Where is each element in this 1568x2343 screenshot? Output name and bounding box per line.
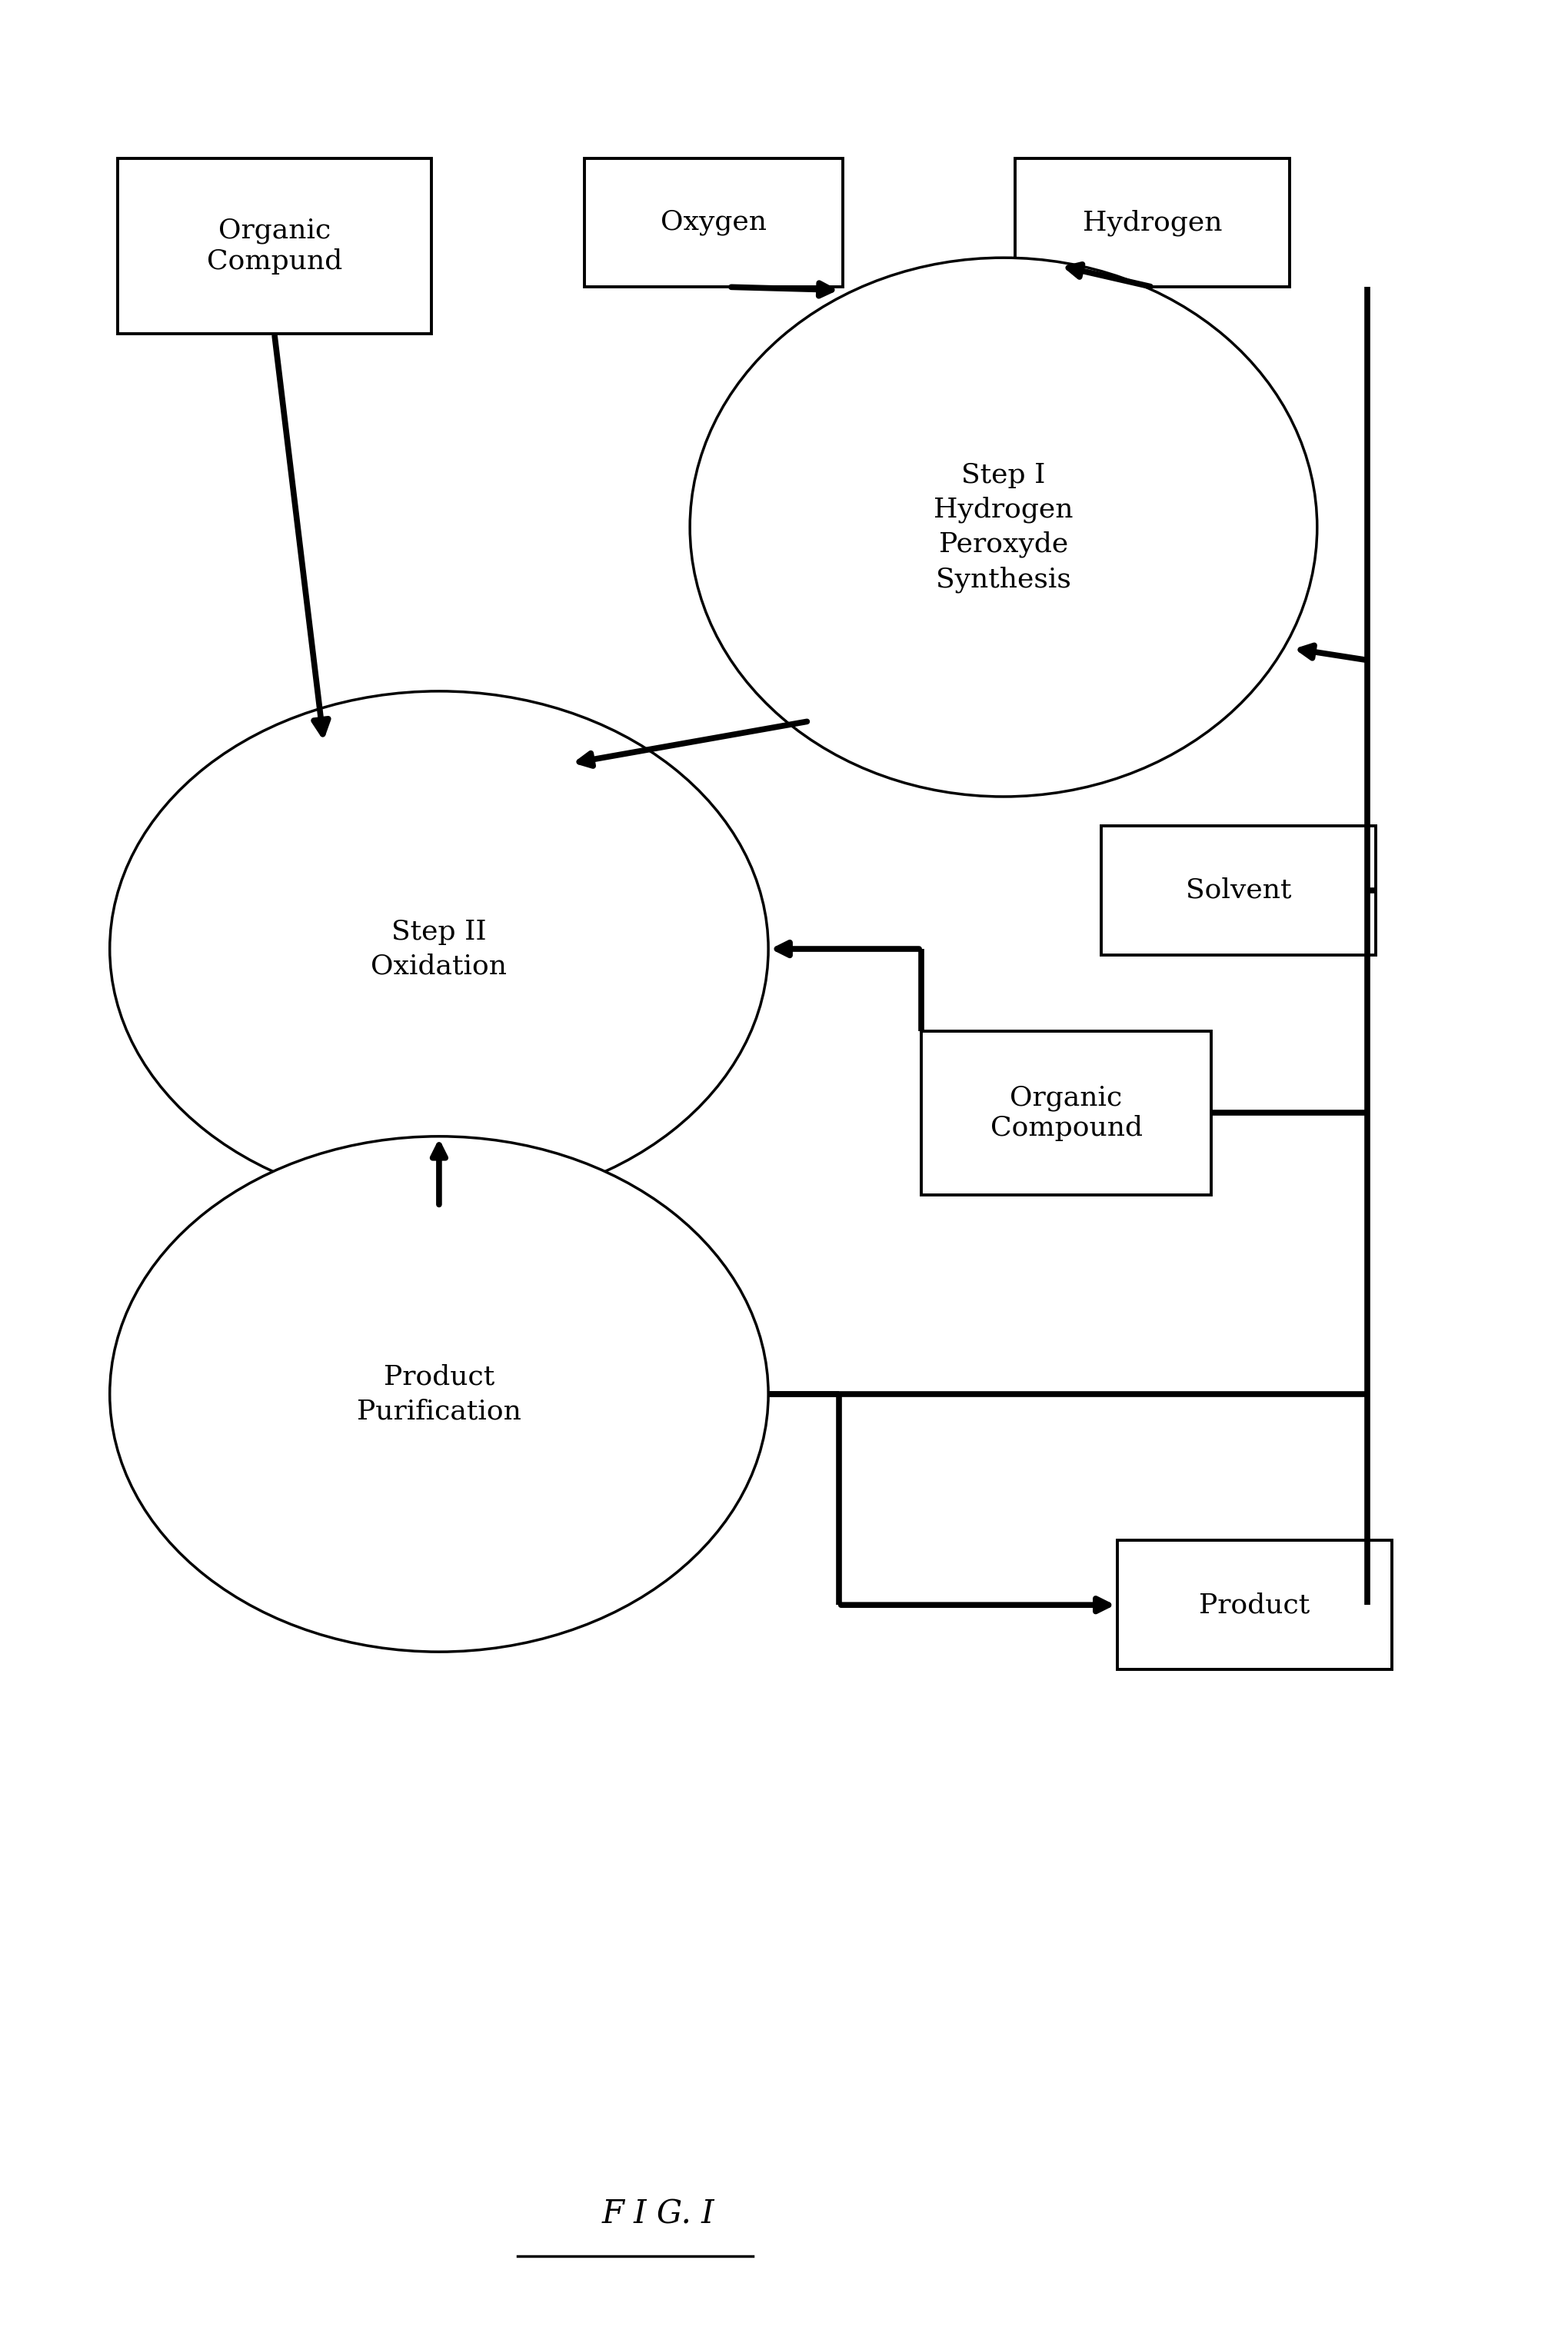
FancyBboxPatch shape <box>585 157 844 286</box>
Text: Step II
Oxidation: Step II Oxidation <box>372 918 506 979</box>
Text: F I G. I: F I G. I <box>602 2198 715 2231</box>
Text: Solvent: Solvent <box>1185 876 1292 904</box>
FancyBboxPatch shape <box>118 159 431 333</box>
FancyBboxPatch shape <box>922 1031 1210 1195</box>
Text: Product: Product <box>1200 1591 1309 1619</box>
FancyBboxPatch shape <box>1016 157 1290 286</box>
FancyBboxPatch shape <box>1118 1542 1392 1668</box>
Ellipse shape <box>110 691 768 1207</box>
Text: Step I
Hydrogen
Peroxyde
Synthesis: Step I Hydrogen Peroxyde Synthesis <box>933 462 1074 593</box>
Text: Hydrogen: Hydrogen <box>1082 209 1223 237</box>
Ellipse shape <box>110 1136 768 1652</box>
Ellipse shape <box>690 258 1317 797</box>
Text: Product
Purification: Product Purification <box>358 1364 521 1425</box>
Text: Organic
Compound: Organic Compound <box>989 1085 1143 1141</box>
FancyBboxPatch shape <box>1101 827 1377 956</box>
Text: Oxygen: Oxygen <box>660 209 767 237</box>
Text: Organic
Compund: Organic Compund <box>207 218 342 274</box>
